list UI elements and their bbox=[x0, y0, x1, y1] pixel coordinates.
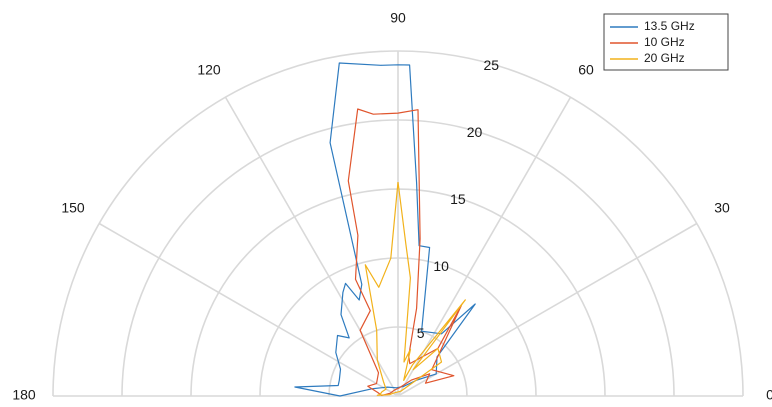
legend-box bbox=[603, 13, 729, 71]
legend-label-1: 10 GHz bbox=[644, 35, 685, 49]
radial-tick-label-20: 20 bbox=[467, 124, 483, 140]
series-lines bbox=[294, 62, 476, 397]
series-line-1 bbox=[347, 108, 462, 396]
legend: 13.5 GHz 10 GHz 20 GHz bbox=[603, 13, 729, 71]
angle-tick-label-150: 150 bbox=[61, 200, 85, 216]
series-line-2 bbox=[364, 182, 466, 396]
spoke-150 bbox=[98, 222, 399, 397]
spoke-30 bbox=[397, 222, 698, 397]
angle-tick-label-120: 120 bbox=[197, 62, 221, 78]
angle-tick-label-30: 30 bbox=[714, 200, 730, 216]
spoke-60 bbox=[397, 96, 572, 397]
angle-tick-label-60: 60 bbox=[578, 62, 594, 78]
legend-label-2: 20 GHz bbox=[644, 51, 685, 65]
legend-label-0: 13.5 GHz bbox=[644, 19, 695, 33]
polar-grid bbox=[52, 50, 744, 397]
angle-tick-label-0: 0 bbox=[766, 387, 772, 403]
angle-tick-label-180: 180 bbox=[12, 387, 36, 403]
spoke-120 bbox=[224, 96, 399, 397]
axis-labels: 0 30 60 90 120 150 180 5 10 15 20 25 bbox=[12, 10, 772, 403]
radial-tick-label-25: 25 bbox=[483, 57, 499, 73]
angle-tick-label-90: 90 bbox=[390, 10, 406, 26]
radial-tick-label-15: 15 bbox=[450, 191, 466, 207]
radial-tick-label-10: 10 bbox=[433, 258, 449, 274]
radial-tick-label-5: 5 bbox=[417, 325, 425, 341]
series-line-0 bbox=[294, 62, 476, 397]
